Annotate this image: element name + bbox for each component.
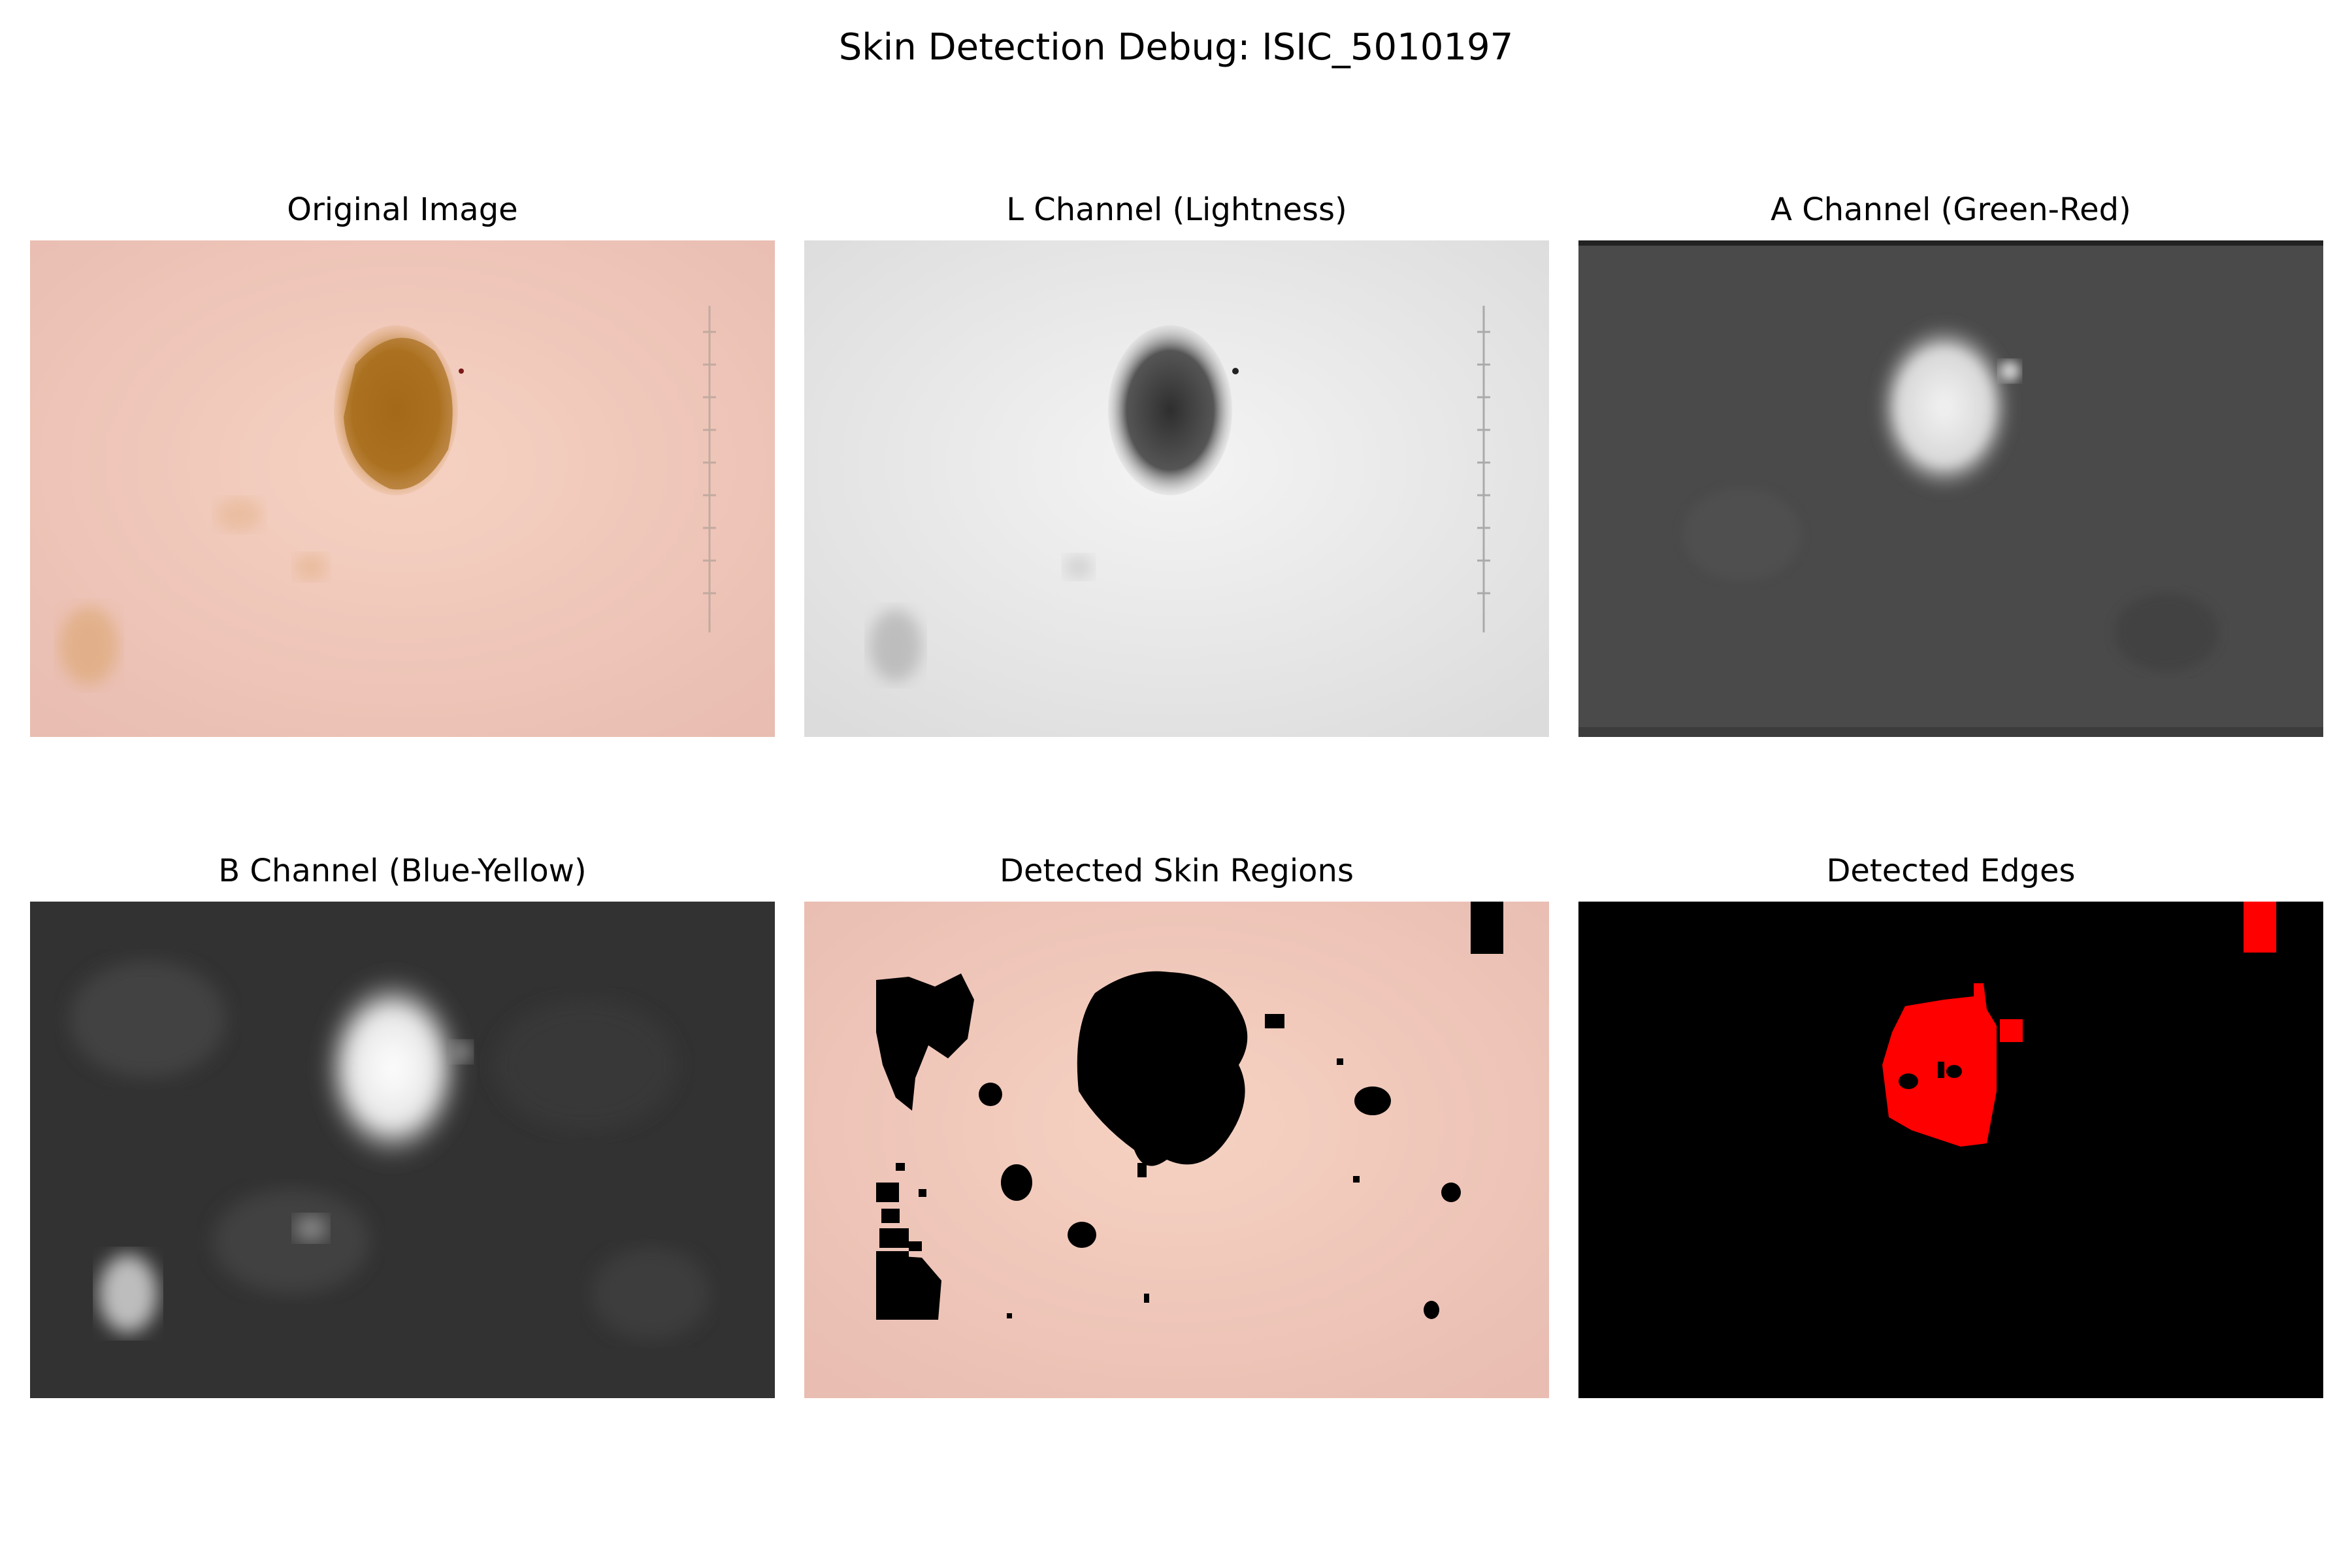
panel-title: B Channel (Blue-Yellow)	[218, 853, 587, 889]
non-skin-mask	[876, 902, 1503, 1320]
panel-title: Original Image	[287, 191, 518, 228]
lesion	[1872, 319, 2016, 495]
green-red-image	[1578, 240, 2323, 737]
lesion	[318, 970, 468, 1166]
edges-image	[1578, 902, 2323, 1398]
panel-title: Detected Edges	[1826, 853, 2076, 889]
lesion	[1108, 325, 1232, 495]
blue-yellow-image	[30, 902, 775, 1398]
panel-title: A Channel (Green-Red)	[1771, 191, 2131, 228]
figure-title: Skin Detection Debug: ISIC_5010197	[838, 26, 1514, 69]
skin-mask-image	[804, 902, 1549, 1398]
panel-title: Detected Skin Regions	[1000, 853, 1354, 889]
original-image	[30, 240, 775, 737]
lightness-image	[804, 240, 1549, 737]
ruler-scale	[703, 306, 716, 632]
panel-title: L Channel (Lightness)	[1006, 191, 1347, 228]
